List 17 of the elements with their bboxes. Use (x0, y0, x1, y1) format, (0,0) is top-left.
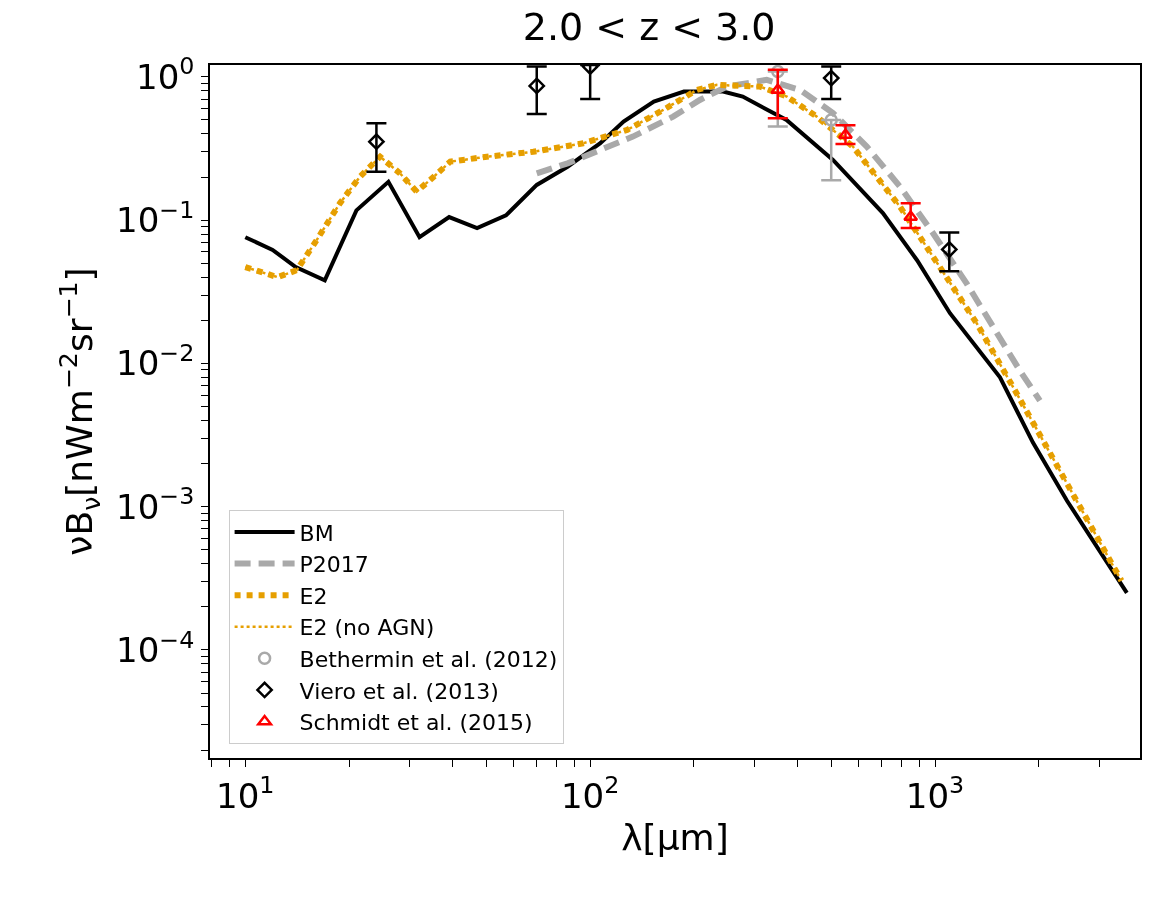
legend-label: P2017 (299, 552, 369, 578)
legend-label: E2 (no AGN) (299, 615, 435, 641)
y-tick-label: 10$^{−2}$ (116, 339, 195, 384)
legend-label: Schmidt et al. (2015) (299, 710, 533, 736)
y-tick-label: 10$^{−4}$ (116, 625, 195, 670)
legend-label: Viero et al. (2013) (299, 678, 499, 704)
x-tick-label: 10$^{3}$ (905, 771, 965, 816)
y-tick-label: 10$^{−1}$ (116, 195, 195, 241)
x-tick-label: 10$^{2}$ (560, 771, 620, 816)
x-axis-title: λ[μm] (621, 816, 729, 858)
x-tick-label: 10$^{1}$ (216, 771, 275, 816)
chart-title: 2.0 < z < 3.0 (522, 5, 776, 50)
legend-label: E2 (299, 583, 328, 609)
y-tick-label: 10$^{−3}$ (116, 482, 195, 527)
y-tick-label: 10$^{0}$ (136, 52, 195, 97)
legend-label: Bethermin et al. (2012) (299, 646, 558, 672)
legend-label: BM (299, 520, 334, 546)
